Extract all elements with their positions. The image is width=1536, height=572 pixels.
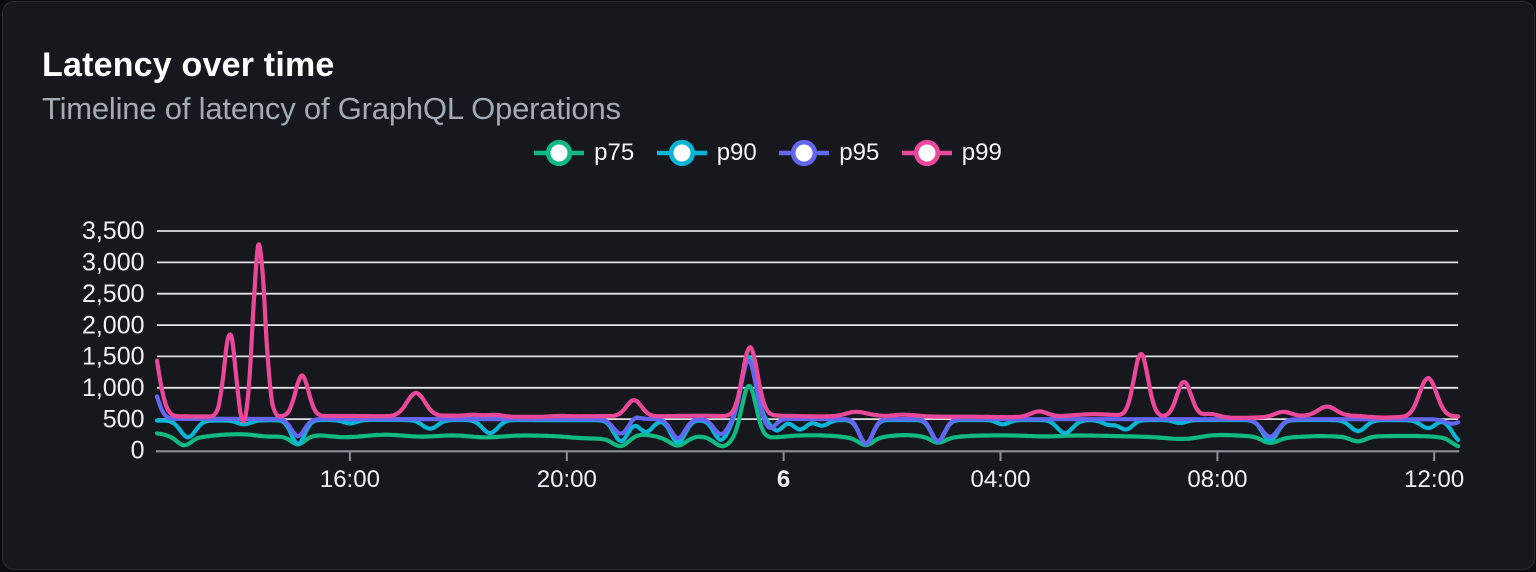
- svg-text:08:00: 08:00: [1187, 466, 1247, 493]
- svg-text:04:00: 04:00: [970, 466, 1030, 493]
- svg-text:20:00: 20:00: [537, 466, 597, 493]
- svg-text:3,500: 3,500: [82, 217, 145, 245]
- svg-text:6: 6: [777, 466, 790, 493]
- svg-text:2,000: 2,000: [82, 311, 145, 339]
- svg-text:1,000: 1,000: [82, 374, 145, 402]
- svg-text:1,500: 1,500: [82, 343, 145, 371]
- svg-text:0: 0: [131, 437, 145, 465]
- svg-text:2,500: 2,500: [82, 280, 145, 308]
- svg-text:500: 500: [103, 405, 145, 433]
- svg-text:12:00: 12:00: [1404, 466, 1464, 493]
- svg-text:16:00: 16:00: [320, 466, 380, 493]
- svg-text:3,000: 3,000: [82, 249, 145, 277]
